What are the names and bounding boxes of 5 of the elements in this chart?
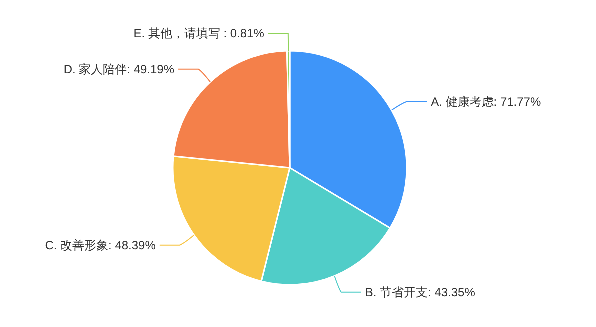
slice-label: A. 健康考虑: 71.77%: [431, 94, 542, 109]
slice-label: E. 其他，请填写 : 0.81%: [134, 26, 265, 41]
slice-label: B. 节省开支: 43.35%: [365, 286, 476, 300]
slice-label: C. 改善形象: 48.39%: [45, 238, 156, 253]
slice-label: D. 家人陪伴: 49.19%: [64, 62, 175, 77]
